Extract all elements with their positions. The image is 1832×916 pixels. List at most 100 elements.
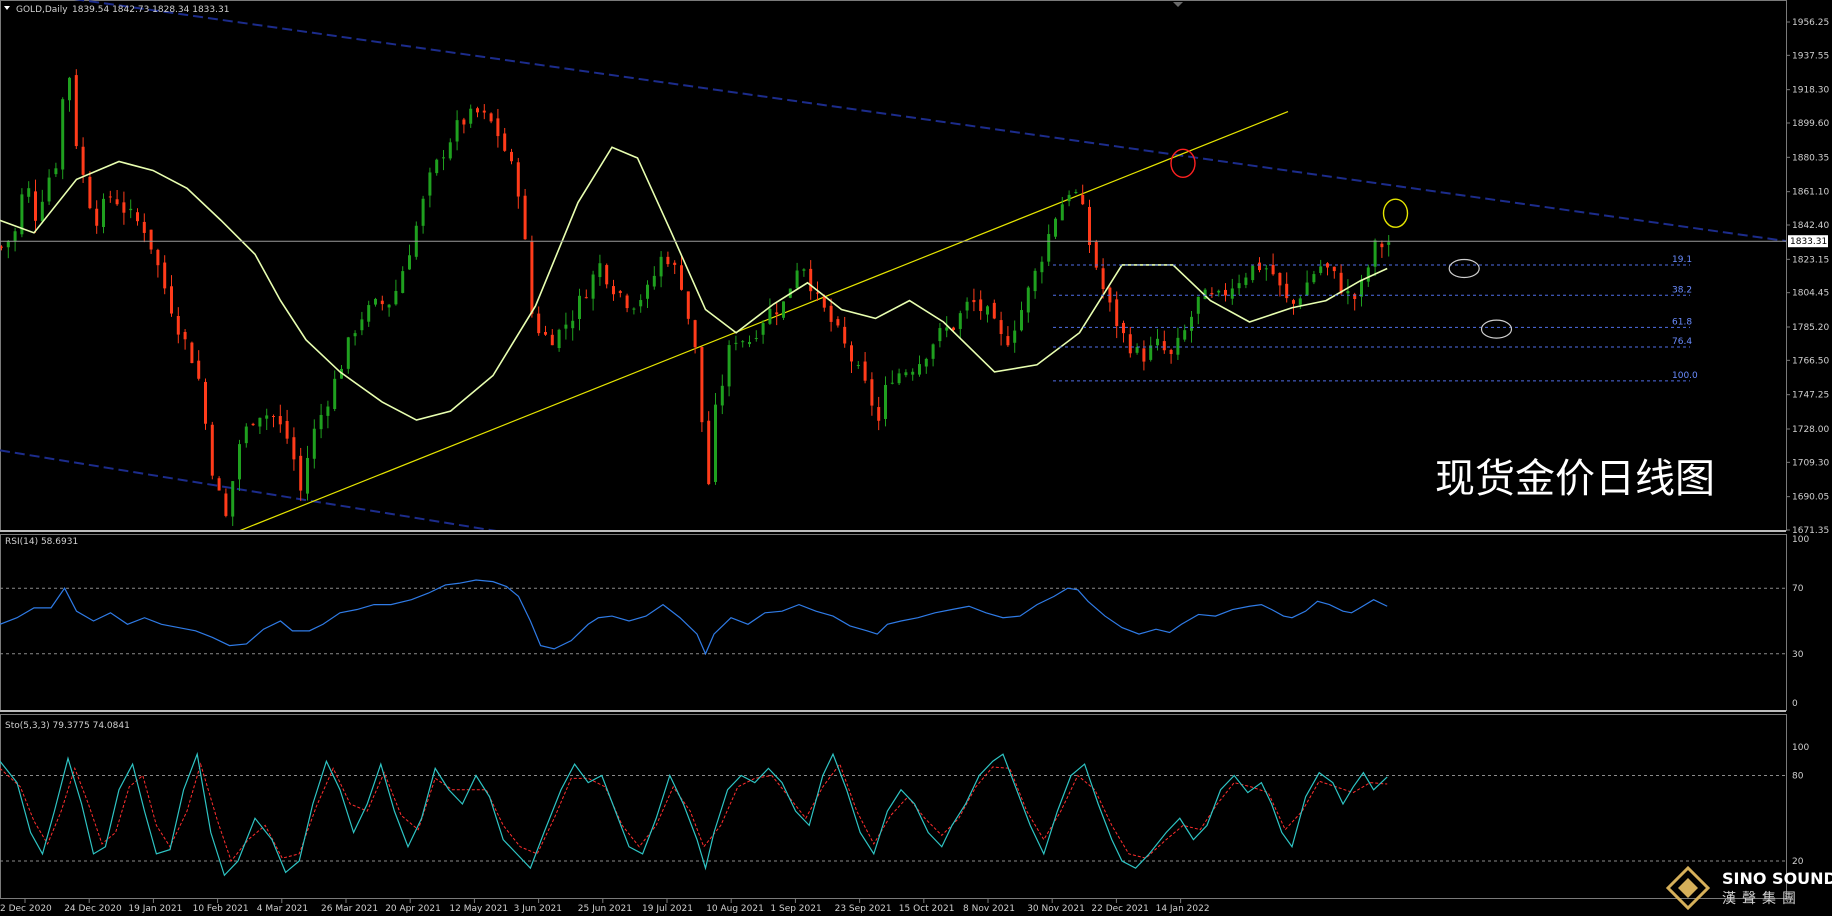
candle-body (360, 319, 364, 331)
candle-body (496, 118, 500, 137)
candle-body (822, 296, 826, 308)
candle-body (782, 301, 785, 318)
y-tick-label: 1861.10 (1792, 188, 1829, 198)
candlestick-series (0, 69, 1391, 526)
stochastic-panel (0, 751, 1388, 877)
candle-body (1135, 346, 1139, 353)
candle-body (176, 315, 180, 335)
candle-body (312, 428, 316, 459)
rsi-y-tick-label: 0 (1792, 699, 1798, 709)
candle-body (1203, 289, 1207, 300)
fibonacci-retracement: 19.1 38.2 61.8 76.4 100.0 (1053, 255, 1698, 382)
candle-body (564, 324, 568, 329)
candle-body (251, 423, 255, 426)
candle-body (1271, 264, 1275, 275)
candle-body (924, 358, 928, 367)
moving-average-series (0, 146, 1388, 421)
candle-body (1217, 290, 1221, 293)
y-tick-label: 1956.25 (1792, 18, 1829, 28)
shift-marker-icon[interactable] (1173, 2, 1183, 7)
candle-body (231, 481, 235, 517)
candle-body (605, 265, 609, 285)
candle-body (986, 306, 989, 315)
x-tick-label: 22 Dec 2021 (1091, 904, 1149, 914)
axes: 1956.25 1937.55 1918.30 1899.60 1880.35 1861.… (0, 18, 1829, 914)
x-tick-label: 3 Jun 2021 (514, 904, 562, 914)
candle-body (1115, 299, 1119, 327)
candle-body (88, 176, 92, 209)
candle-body (1088, 206, 1091, 245)
candle-body (306, 457, 309, 494)
candle-body (367, 305, 371, 322)
x-tick-label: 25 Jun 2021 (578, 904, 632, 914)
candle-body (965, 301, 969, 311)
candle-body (1190, 316, 1193, 331)
candle-body (707, 420, 711, 485)
candle-body (639, 300, 643, 307)
candle-body (469, 108, 473, 124)
candle-body (1373, 240, 1377, 267)
candle-body (163, 262, 167, 289)
rsi-y-tick-label: 100 (1792, 535, 1809, 545)
candle-body (204, 381, 207, 424)
x-tick-label: 10 Aug 2021 (706, 904, 764, 914)
candle-body (20, 194, 24, 235)
candle-body (333, 378, 337, 409)
candle-body (1366, 267, 1370, 282)
y-tick-label: 1709.30 (1792, 458, 1829, 468)
candle-body (1074, 192, 1078, 194)
candle-body (693, 320, 697, 348)
candle-body (748, 341, 751, 345)
candle-body (1210, 293, 1214, 295)
current-price-label: 1833.31 (1790, 237, 1827, 247)
channel-lines (0, 0, 1786, 530)
y-tick-label: 1766.50 (1792, 356, 1829, 366)
candle-body (516, 162, 520, 197)
rsi-y-tick-label: 70 (1792, 584, 1804, 594)
candle-body (1326, 263, 1329, 268)
candle-body (0, 246, 3, 248)
candle-body (1162, 341, 1166, 351)
x-tick-label: 15 Oct 2021 (899, 904, 955, 914)
candle-body (1292, 300, 1295, 304)
candle-body (618, 291, 622, 293)
candle-body (1230, 288, 1234, 299)
candle-body (1224, 289, 1227, 296)
candle-body (6, 240, 10, 248)
candle-body (183, 331, 187, 340)
candle-body (40, 201, 44, 222)
sto-y-tick-label: 100 (1792, 743, 1809, 753)
candle-body (1006, 336, 1010, 346)
menu-triangle-icon[interactable] (4, 6, 10, 10)
candle-body (1258, 262, 1261, 271)
panel-frames (0, 0, 1787, 899)
candle-body (136, 212, 139, 222)
candle-body (1128, 334, 1132, 354)
candle-body (598, 263, 602, 278)
candle-body (1196, 296, 1200, 314)
current-price-box (1788, 235, 1828, 248)
candle-body (734, 342, 738, 344)
candle-body (258, 417, 262, 427)
x-tick-label: 23 Sep 2021 (835, 904, 892, 914)
candle-body (482, 110, 486, 113)
x-tick-label: 12 May 2021 (449, 904, 508, 914)
candle-body (911, 371, 915, 375)
candle-body (775, 312, 779, 315)
candle-body (122, 202, 126, 213)
candle-body (1067, 194, 1071, 202)
candle-body (741, 341, 745, 343)
ohlc-readout: 1839.54 1842.73 1828.34 1833.31 (72, 5, 229, 15)
candle-body (1339, 272, 1343, 294)
candle-body (115, 199, 119, 205)
y-tick-label: 1747.25 (1792, 391, 1829, 401)
candle-body (646, 284, 649, 299)
candle-body (884, 384, 887, 419)
candle-body (1353, 294, 1357, 300)
candle-body (686, 291, 690, 319)
main-panel-frame (0, 0, 1787, 531)
candle-body (1387, 242, 1391, 245)
candle-body (476, 108, 479, 113)
candle-body (578, 295, 581, 320)
highlight-ellipse-icon (1480, 319, 1513, 339)
